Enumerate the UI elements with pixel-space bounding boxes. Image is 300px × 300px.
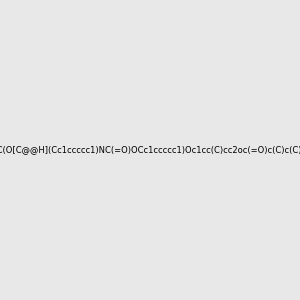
Text: O=C(O[C@@H](Cc1ccccc1)NC(=O)OCc1ccccc1)Oc1cc(C)cc2oc(=O)c(C)c(C)c12: O=C(O[C@@H](Cc1ccccc1)NC(=O)OCc1ccccc1)O… — [0, 146, 300, 154]
